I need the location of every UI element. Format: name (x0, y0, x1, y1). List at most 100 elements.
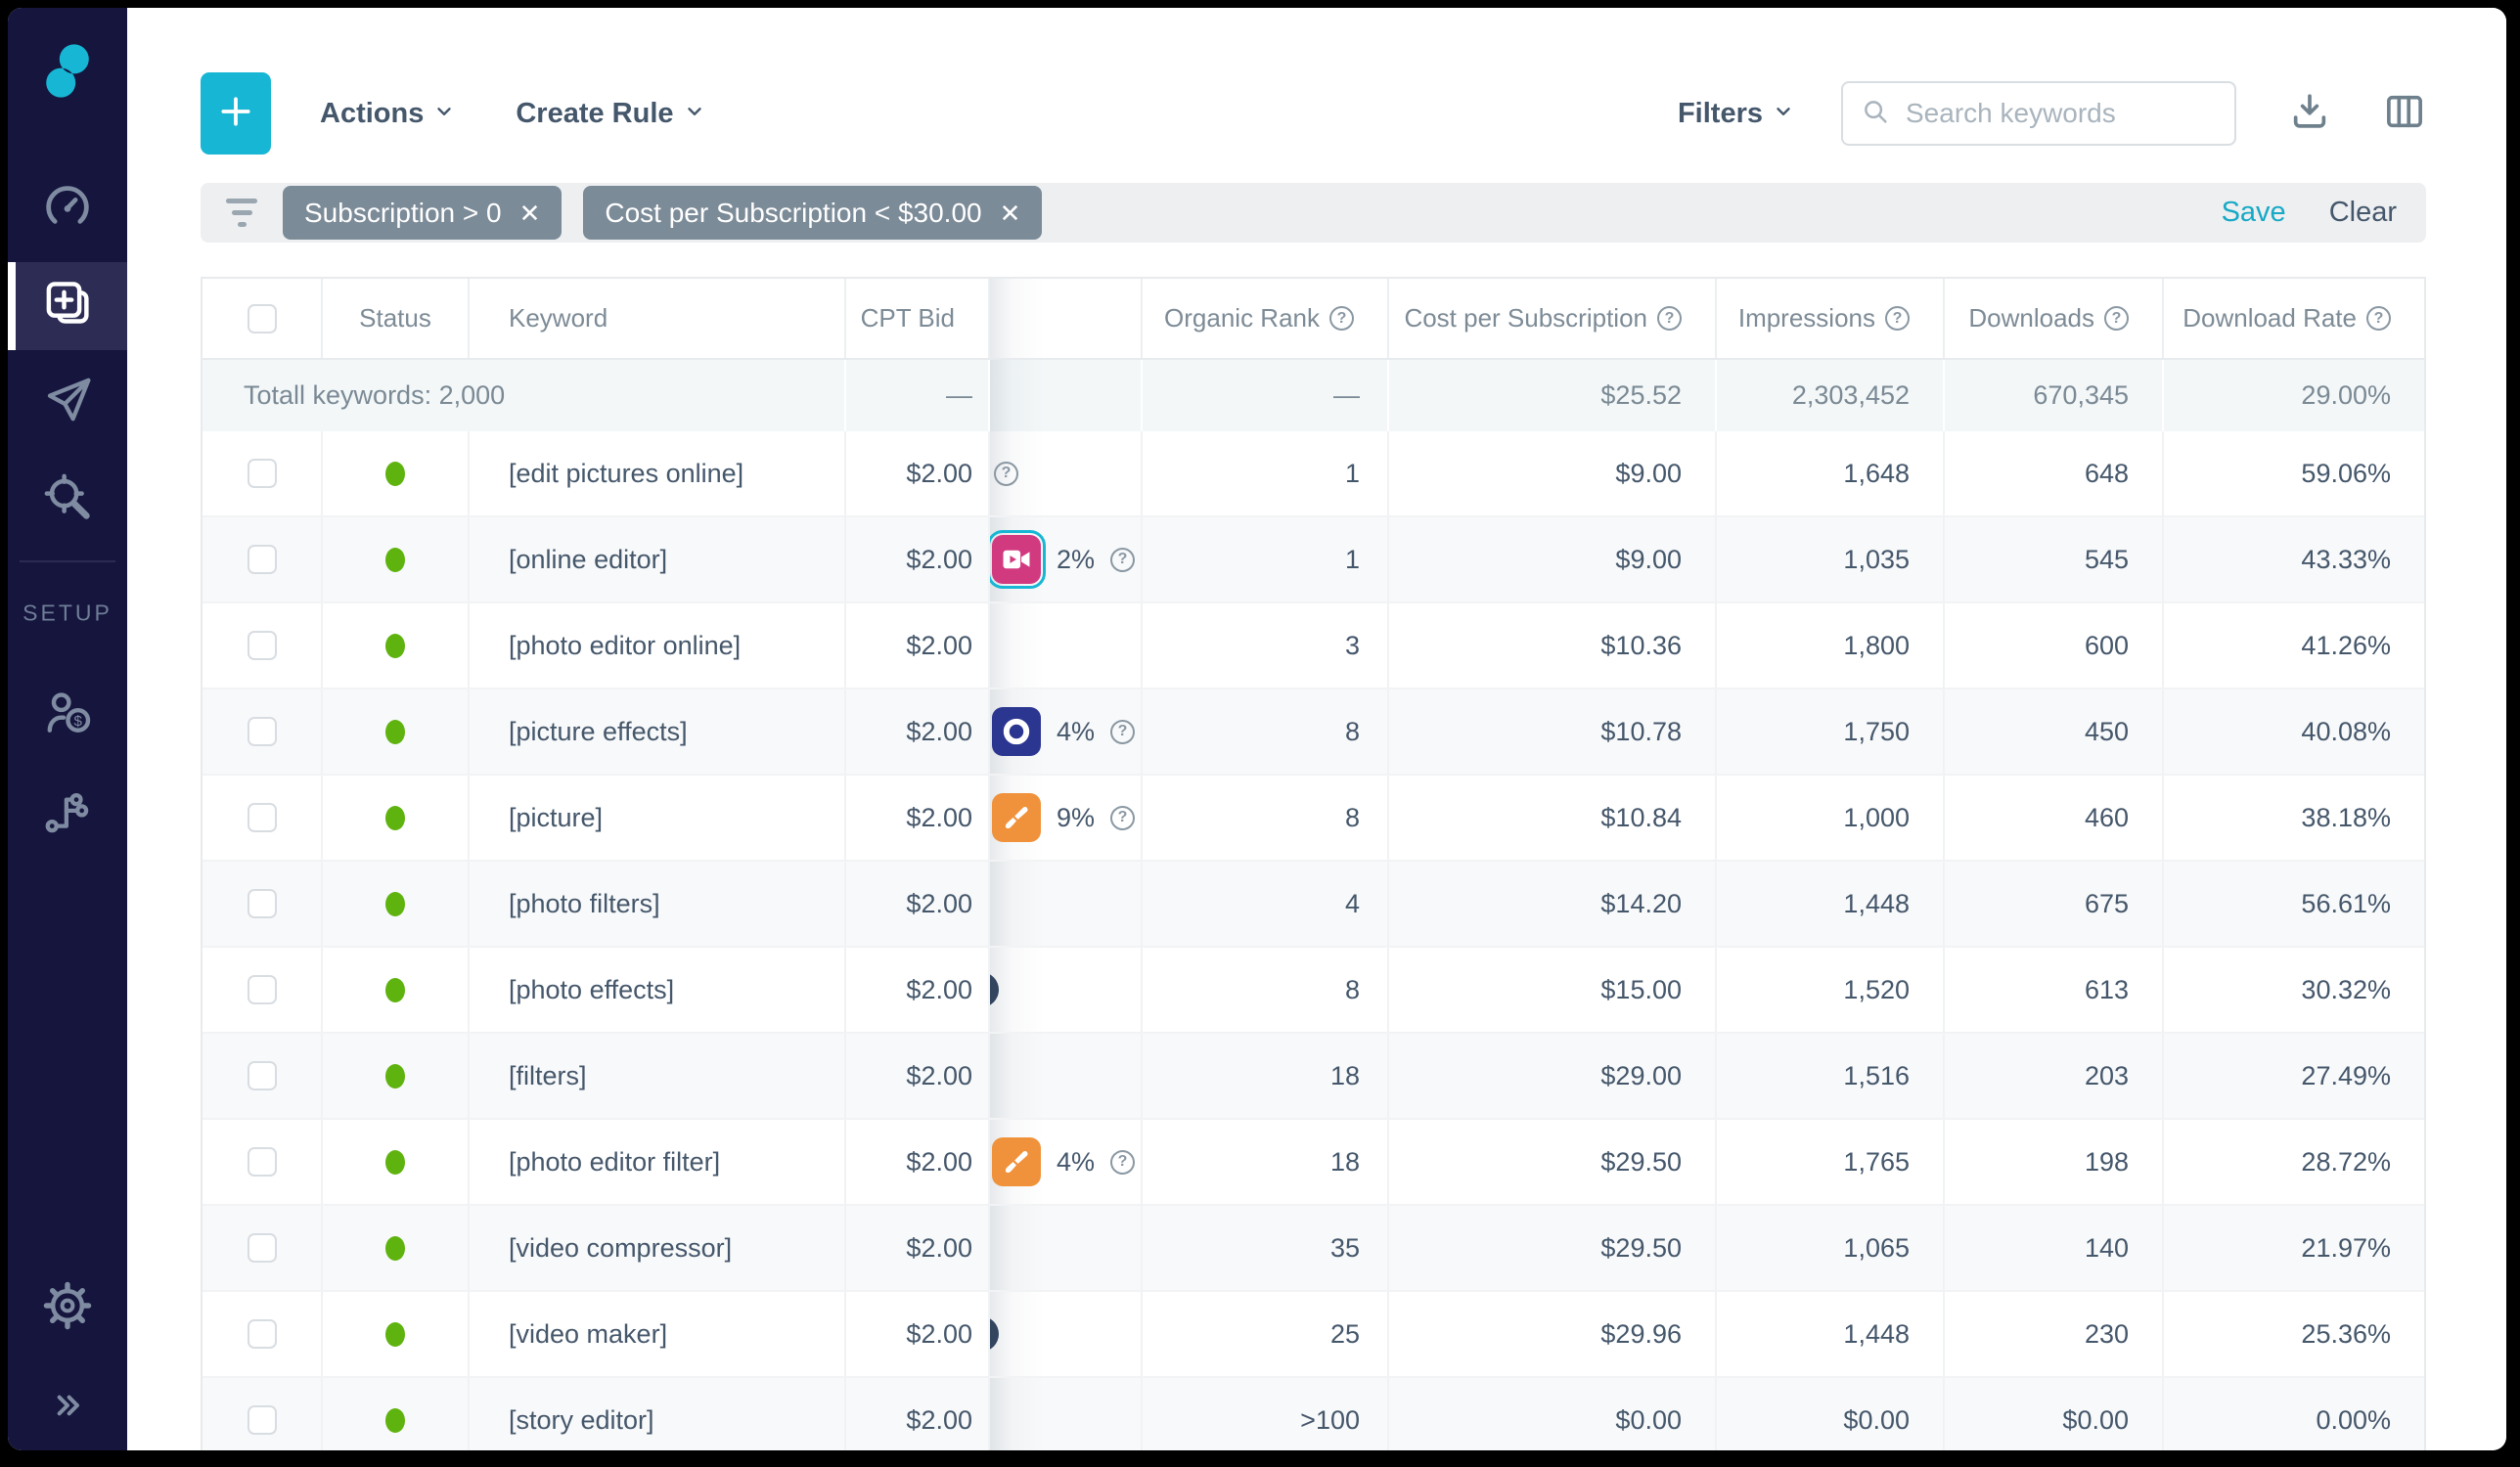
sidebar-item-campaigns[interactable] (8, 373, 127, 425)
table-row[interactable]: [edit pictures online] $2.00 ? 1 $9.00 1… (202, 431, 2424, 517)
help-icon[interactable]: ? (1329, 306, 1354, 331)
table-row[interactable]: [photo filters] $2.00 4 $14.20 1,448 675… (202, 862, 2424, 948)
status-enabled-dot (385, 719, 405, 744)
column-header-keyword[interactable]: Keyword (470, 279, 846, 358)
competitor-app-cell: ? (990, 431, 1143, 515)
sidebar-item-settings[interactable] (8, 1279, 127, 1332)
column-header-download-rate[interactable]: Download Rate ? (2164, 279, 2424, 358)
svg-text:$: $ (74, 713, 83, 730)
keyword-cell: [photo editor online] (470, 603, 846, 688)
cost-per-subscription-cell: $10.36 (1389, 603, 1717, 688)
competitor-app-cell: 4%? (990, 1120, 1143, 1204)
columns-icon (2383, 90, 2426, 138)
row-checkbox[interactable] (247, 717, 277, 746)
active-item-indicator (8, 262, 16, 350)
keywords-copy-plus-icon (40, 277, 95, 336)
organic-rank-cell: 1 (1143, 517, 1389, 601)
save-filters-button[interactable]: Save (2221, 197, 2286, 228)
downloads-cell: 648 (1945, 431, 2164, 515)
camera-lens-app-icon[interactable] (992, 707, 1041, 756)
paintbrush-app-icon[interactable] (992, 1137, 1041, 1186)
help-icon[interactable]: ? (1110, 805, 1136, 830)
keyword-cell: [photo filters] (470, 862, 846, 946)
cpt-bid-cell: $2.00 (846, 1206, 990, 1290)
table-row[interactable]: [picture effects] $2.00 4%? 8 $10.78 1,7… (202, 689, 2424, 776)
table-row[interactable]: [photo editor online] $2.00 3 $10.36 1,8… (202, 603, 2424, 689)
search-input[interactable] (1904, 97, 2217, 130)
clear-filters-button[interactable]: Clear (2328, 197, 2397, 228)
column-header-cost-per-subscription[interactable]: Cost per Subscription ? (1389, 279, 1717, 358)
person-dollar-icon: $ (40, 686, 95, 740)
table-row[interactable]: [online editor] $2.00 2%? 1 $9.00 1,035 … (202, 517, 2424, 603)
row-checkbox[interactable] (247, 975, 277, 1004)
row-checkbox[interactable] (247, 545, 277, 574)
sidebar-item-integrations[interactable] (8, 785, 127, 838)
table-row[interactable]: [video maker] $2.00 25 $29.96 1,448 230 … (202, 1292, 2424, 1378)
help-icon[interactable]: ? (1110, 1149, 1136, 1175)
add-keywords-button[interactable] (201, 72, 271, 155)
organic-rank-cell: 8 (1143, 689, 1389, 774)
remove-filter-icon[interactable]: ✕ (999, 198, 1021, 228)
select-all-checkbox[interactable] (247, 303, 277, 333)
sidebar-item-keyword-discovery[interactable] (8, 470, 127, 523)
select-all-cell (202, 279, 323, 358)
help-icon[interactable]: ? (994, 461, 1018, 486)
totals-download-rate: 29.00% (2301, 380, 2391, 410)
export-download-button[interactable] (2289, 91, 2330, 137)
row-checkbox[interactable] (247, 803, 277, 832)
paintbrush-app-icon[interactable] (992, 793, 1041, 842)
download-rate-cell: 43.33% (2301, 544, 2391, 574)
column-header-organic-rank[interactable]: Organic Rank ? (1143, 279, 1389, 358)
keyword-cell: [video maker] (470, 1292, 846, 1376)
row-checkbox[interactable] (247, 1319, 277, 1349)
row-select-cell (202, 517, 323, 601)
sidebar-item-accounts-billing[interactable]: $ (8, 686, 127, 740)
downloads-cell: 460 (1945, 776, 2164, 860)
totals-cost-per-subscription: $25.52 (1389, 360, 1717, 431)
row-checkbox[interactable] (247, 1405, 277, 1435)
remove-filter-icon[interactable]: ✕ (518, 198, 541, 228)
table-row[interactable]: [photo editor filter] $2.00 4%? 18 $29.5… (202, 1120, 2424, 1206)
cpt-bid-cell: $2.00 (846, 948, 990, 1032)
help-icon[interactable]: ? (1885, 306, 1910, 331)
table-row[interactable]: [photo effects] $2.00 8 $15.00 1,520 613… (202, 948, 2424, 1034)
row-checkbox[interactable] (247, 459, 277, 488)
status-cell (323, 1120, 470, 1204)
table-row[interactable]: [picture] $2.00 9%? 8 $10.84 1,000 460 3… (202, 776, 2424, 862)
column-header-cpt-bid[interactable]: CPT Bid (846, 279, 990, 358)
column-header-status[interactable]: Status (323, 279, 470, 358)
table-row[interactable]: [video compressor] $2.00 35 $29.50 1,065… (202, 1206, 2424, 1292)
organic-rank-cell: 18 (1143, 1120, 1389, 1204)
status-enabled-dot (385, 1321, 405, 1347)
column-header-impressions[interactable]: Impressions ? (1717, 279, 1945, 358)
help-icon[interactable]: ? (2104, 306, 2129, 331)
table-row[interactable]: [filters] $2.00 18 $29.00 1,516 203 27.4… (202, 1034, 2424, 1120)
column-header-downloads[interactable]: Downloads ? (1945, 279, 2164, 358)
keyword-cell: [story editor] (470, 1378, 846, 1450)
row-checkbox[interactable] (247, 1233, 277, 1263)
help-icon[interactable]: ? (2366, 306, 2391, 331)
video-camera-app-icon[interactable] (990, 530, 1046, 589)
help-icon[interactable]: ? (1110, 719, 1136, 744)
organic-rank-cell: 25 (1143, 1292, 1389, 1376)
row-checkbox[interactable] (247, 631, 277, 660)
help-icon[interactable]: ? (1110, 547, 1136, 572)
row-checkbox[interactable] (247, 889, 277, 918)
gear-icon (41, 1279, 94, 1332)
sidebar-item-dashboard[interactable] (8, 181, 127, 234)
column-settings-button[interactable] (2383, 90, 2426, 138)
table-row[interactable]: [story editor] $2.00 >100 $0.00 $0.00 $0… (202, 1378, 2424, 1450)
help-icon[interactable]: ? (1657, 306, 1682, 331)
row-checkbox[interactable] (247, 1147, 277, 1177)
row-select-cell (202, 1120, 323, 1204)
filters-menu-button[interactable]: Filters (1678, 97, 1794, 130)
actions-menu-button[interactable]: Actions (320, 97, 455, 130)
app-logo-icon[interactable] (37, 41, 98, 107)
sidebar-item-keywords[interactable] (8, 262, 127, 350)
sidebar-collapse-button[interactable] (8, 1386, 127, 1425)
download-rate-cell: 40.08% (2301, 716, 2391, 746)
impressions-cell: 1,648 (1717, 431, 1945, 515)
row-checkbox[interactable] (247, 1061, 277, 1090)
row-select-cell (202, 1034, 323, 1118)
create-rule-menu-button[interactable]: Create Rule (516, 97, 704, 130)
